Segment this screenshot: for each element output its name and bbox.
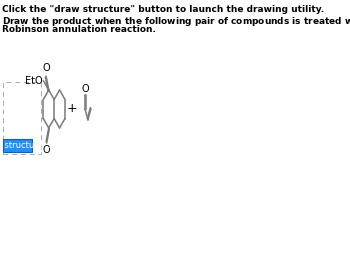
- Text: EtO: EtO: [25, 76, 43, 86]
- Text: Robinson annulation reaction.: Robinson annulation reaction.: [2, 25, 155, 34]
- Text: Click the "draw structure" button to launch the drawing utility.: Click the "draw structure" button to lau…: [2, 5, 324, 14]
- FancyBboxPatch shape: [3, 139, 32, 152]
- Text: O: O: [42, 145, 50, 155]
- Text: Draw the product when the following pair of compounds is treated with CH$_3$CH$_: Draw the product when the following pair…: [2, 15, 350, 28]
- Text: O: O: [82, 84, 89, 94]
- Text: O: O: [42, 63, 50, 73]
- Text: draw structure ...: draw structure ...: [0, 141, 54, 150]
- Bar: [3, 82, 42, 154]
- Text: +: +: [66, 102, 77, 116]
